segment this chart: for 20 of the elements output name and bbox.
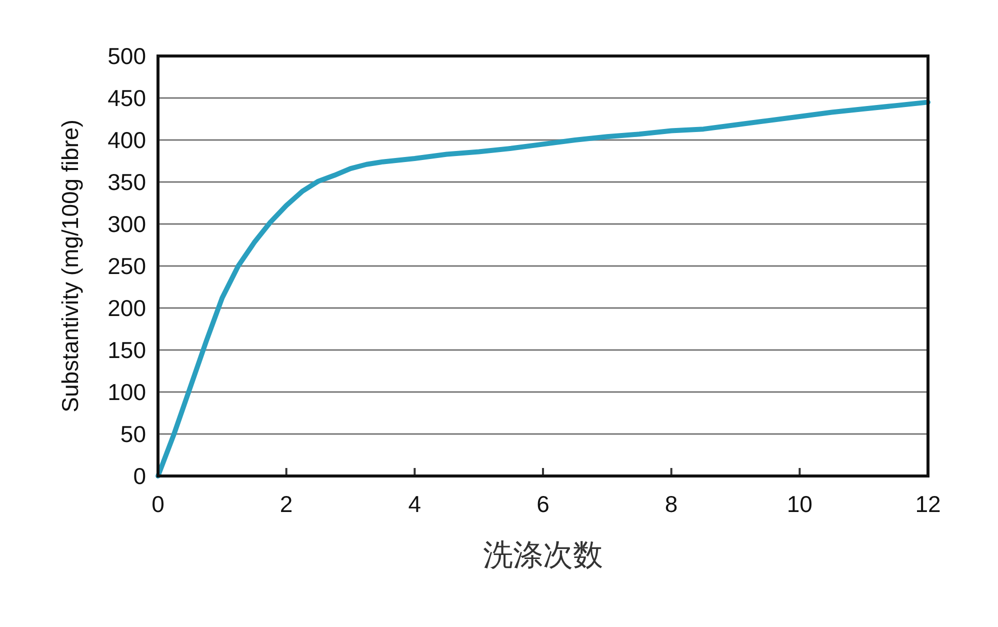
- y-tick-label: 50: [120, 421, 146, 447]
- y-tick-label: 200: [108, 295, 146, 321]
- x-axis-title: 洗涤次数: [483, 539, 603, 572]
- x-tick-label: 10: [786, 491, 812, 517]
- y-tick-label: 0: [133, 463, 146, 489]
- x-tick-label: 0: [152, 491, 164, 517]
- x-tick-label: 6: [536, 491, 550, 517]
- x-tick-label: 12: [915, 491, 941, 517]
- y-tick-label: 250: [108, 253, 146, 279]
- y-tick-label: 300: [108, 211, 146, 237]
- y-tick-label: 400: [108, 127, 146, 153]
- y-tick-label: 450: [108, 85, 146, 111]
- y-tick-label: 150: [108, 337, 146, 363]
- x-tick-label: 8: [664, 491, 678, 517]
- y-tick-label: 100: [108, 379, 146, 405]
- y-axis-title: Substantivity (mg/100g fibre): [57, 120, 83, 412]
- y-tick-label: 350: [108, 169, 146, 195]
- x-tick-label: 4: [408, 491, 422, 517]
- y-tick-label: 500: [108, 43, 146, 69]
- x-tick-label: 2: [280, 491, 293, 517]
